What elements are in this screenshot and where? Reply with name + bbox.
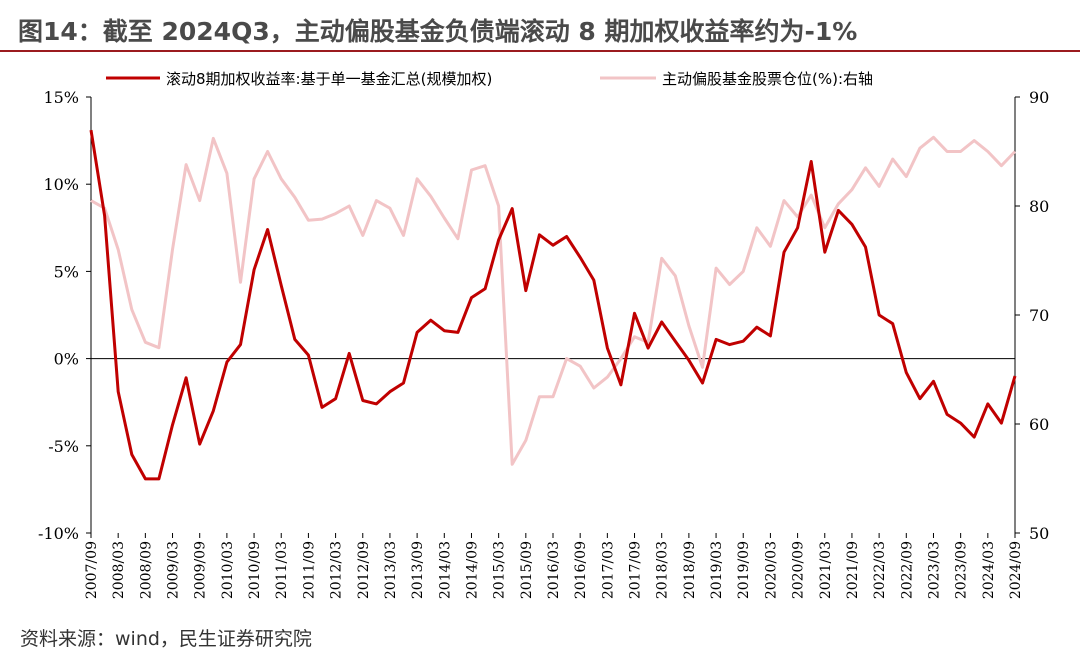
x-tick-label: 2015/03	[492, 541, 508, 599]
x-tick-label: 2012/03	[329, 541, 345, 599]
y-right-tick-label: 60	[1029, 415, 1049, 434]
x-tick-label: 2022/03	[872, 541, 888, 599]
y-right-tick-label: 70	[1029, 306, 1049, 325]
x-tick-label: 2014/09	[464, 541, 480, 599]
chart: 滚动8期加权收益率:基于单一基金汇总(规模加权) 主动偏股基金股票仓位(%):右…	[38, 70, 1049, 599]
x-tick-label: 2009/03	[166, 541, 182, 599]
y-left-tick-label: 15%	[43, 88, 79, 107]
y-left-tick-label: 0%	[54, 350, 79, 369]
chart-title: 图14：截至 2024Q3，主动偏股基金负债端滚动 8 期加权收益率约为-1%	[18, 17, 858, 46]
x-axis-labels: 2007/09 2008/03 2008/09 2009/03 2009/09 2010/…	[84, 541, 1024, 599]
series-line-position	[90, 135, 1017, 466]
x-tick-label: 2022/09	[899, 541, 915, 599]
legend-label-position: 主动偏股基金股票仓位(%):右轴	[662, 70, 873, 88]
legend: 滚动8期加权收益率:基于单一基金汇总(规模加权) 主动偏股基金股票仓位(%):右…	[106, 70, 873, 88]
x-tick-label: 2016/09	[573, 541, 589, 599]
x-tick-label: 2013/09	[410, 541, 426, 599]
x-tick-label: 2024/09	[1008, 541, 1024, 599]
x-tick-label: 2008/09	[138, 541, 154, 599]
y-right-tick-label: 90	[1029, 88, 1049, 107]
y-left-tick-label: -5%	[48, 437, 79, 456]
x-tick-label: 2018/03	[655, 541, 671, 599]
y-right-tick-label: 50	[1029, 524, 1049, 543]
x-tick-label: 2019/03	[709, 541, 725, 599]
x-tick-label: 2020/09	[791, 541, 807, 599]
y-right-tick-label: 80	[1029, 197, 1049, 216]
x-tick-label: 2010/09	[247, 541, 263, 599]
y-left-tick-label: -10%	[38, 524, 79, 543]
series-line-return	[89, 129, 1017, 481]
x-tick-label: 2018/09	[682, 541, 698, 599]
source-note: 资料来源：wind，民生证券研究院	[20, 628, 312, 650]
x-tick-label: 2016/03	[546, 541, 562, 599]
x-tick-label: 2019/09	[736, 541, 752, 599]
x-tick-label: 2021/03	[818, 541, 834, 599]
y-left-tick-label: 5%	[54, 262, 79, 281]
x-tick-label: 2017/09	[628, 541, 644, 599]
x-tick-label: 2007/09	[84, 541, 100, 599]
x-tick-label: 2023/03	[926, 541, 942, 599]
x-tick-label: 2009/09	[193, 541, 209, 599]
y-left-tick-label: 10%	[43, 175, 79, 194]
x-tick-label: 2011/09	[301, 541, 317, 599]
x-tick-label: 2014/03	[437, 541, 453, 599]
y-axis-right-labels: 50 60 70 80 90	[1029, 88, 1049, 543]
x-tick-label: 2011/03	[274, 541, 290, 599]
x-tick-label: 2013/03	[383, 541, 399, 599]
x-tick-label: 2015/09	[519, 541, 535, 599]
x-tick-label: 2021/09	[845, 541, 861, 599]
x-tick-label: 2008/03	[111, 541, 127, 599]
x-tick-label: 2010/03	[220, 541, 236, 599]
y-axis-left-labels: -10% -5% 0% 5% 10% 15%	[38, 88, 79, 543]
x-tick-label: 2020/03	[763, 541, 779, 599]
series-layer	[89, 129, 1017, 481]
x-tick-label: 2012/09	[356, 541, 372, 599]
x-tick-label: 2024/03	[981, 541, 997, 599]
x-tick-label: 2023/09	[954, 541, 970, 599]
title-divider	[0, 50, 1080, 52]
axes	[86, 96, 1020, 538]
legend-label-return: 滚动8期加权收益率:基于单一基金汇总(规模加权)	[166, 70, 492, 88]
x-tick-label: 2017/03	[600, 541, 616, 599]
